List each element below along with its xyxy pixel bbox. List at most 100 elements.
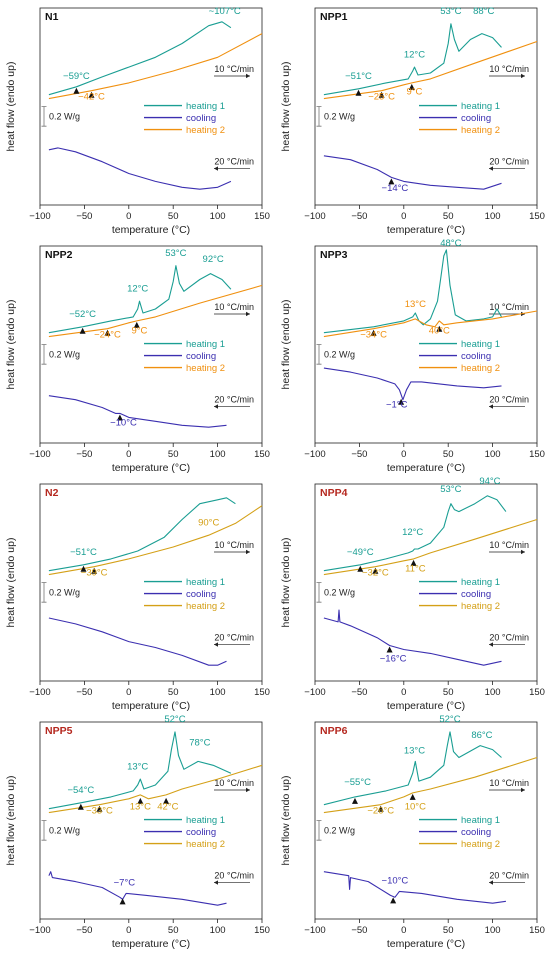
scale-bar: [316, 344, 322, 365]
transition-arrow: [96, 805, 103, 812]
x-tick-label: 50: [168, 211, 179, 222]
scale-bar: [41, 582, 47, 603]
legend-label: cooling: [461, 827, 491, 838]
series-heating-2: [323, 310, 538, 338]
panel-title: NPP6: [320, 725, 348, 737]
x-tick-label: −50: [351, 449, 367, 460]
heating-rate-arrowhead: [246, 73, 250, 79]
heating-rate-label: 10 °C/min: [489, 778, 529, 788]
x-tick-label: 150: [529, 449, 545, 460]
series-heating-1: [48, 21, 232, 96]
dsc-panel-npp6: −100 −50 0 50 100 150 temperature (°C) heat flo…: [275, 714, 550, 952]
transition-arrow: [410, 559, 417, 566]
x-tick-label: 150: [254, 925, 270, 936]
transition-label: 9°C: [131, 326, 147, 337]
plot-frame: [314, 245, 538, 444]
cooling-rate-arrowhead: [214, 166, 218, 171]
x-tick-label: −100: [29, 211, 50, 222]
legend-label: heating 1: [461, 101, 500, 112]
x-tick-label: 100: [210, 687, 226, 698]
legend-label: heating 1: [186, 815, 225, 826]
y-axis-label: heat flow (endo up): [5, 62, 17, 152]
legend-label: cooling: [461, 351, 491, 362]
x-tick-label: −50: [351, 687, 367, 698]
series-cooling: [48, 147, 232, 190]
transition-label: −59°C: [63, 71, 90, 82]
scale-bar-label: 0.2 W/g: [49, 587, 80, 597]
x-tick-label: 150: [529, 687, 545, 698]
transition-label: −7°C: [114, 878, 136, 889]
heating-rate-arrowhead: [521, 73, 525, 79]
x-tick-label: 0: [401, 449, 406, 460]
x-tick-label: −100: [304, 449, 325, 460]
x-tick-label: 0: [126, 687, 131, 698]
transition-label: −39°C: [81, 568, 108, 579]
heating-rate-label: 10 °C/min: [214, 64, 254, 74]
transition-label: 52°C: [439, 714, 460, 725]
x-tick-label: 0: [126, 925, 131, 936]
transition-label: 13°C: [404, 746, 425, 757]
x-tick-label: 100: [210, 211, 226, 222]
transition-label: 86°C: [471, 730, 492, 741]
heating-rate-arrowhead: [246, 549, 250, 555]
transition-label: 40°C: [429, 326, 450, 337]
transition-label: −10°C: [110, 417, 137, 428]
series-cooling: [48, 395, 227, 428]
dsc-panel-npp4: −100 −50 0 50 100 150 temperature (°C) heat flo…: [275, 476, 550, 714]
y-axis-label: heat flow (endo up): [280, 538, 292, 628]
x-tick-label: 50: [168, 449, 179, 460]
dsc-chart: −100 −50 0 50 100 150 temperature (°C) heat flo…: [5, 483, 270, 712]
x-axis-label: temperature (°C): [387, 700, 465, 712]
series-heating-1: [323, 249, 502, 334]
transition-label: 12°C: [402, 527, 423, 538]
transition-label: −34°C: [360, 330, 387, 341]
x-axis-label: temperature (°C): [387, 224, 465, 236]
scale-bar-label: 0.2 W/g: [324, 349, 355, 359]
transition-label: 92°C: [203, 254, 224, 265]
x-tick-label: 100: [485, 687, 501, 698]
panel-title: N1: [45, 11, 59, 23]
transition-label: −42°C: [78, 92, 105, 103]
series-heating-2: [48, 505, 263, 576]
cooling-rate-label: 20 °C/min: [214, 871, 254, 881]
legend-label: heating 2: [186, 363, 225, 374]
cooling-rate-label: 20 °C/min: [489, 871, 529, 881]
dsc-chart: −100 −50 0 50 100 150 temperature (°C) heat flo…: [280, 714, 545, 950]
dsc-chart: −100 −50 0 50 100 150 temperature (°C) heat flo…: [280, 6, 545, 236]
heating-rate-label: 10 °C/min: [214, 778, 254, 788]
heating-rate-label: 10 °C/min: [489, 64, 529, 74]
cooling-rate-arrowhead: [214, 404, 218, 409]
series-cooling: [323, 871, 506, 904]
x-tick-label: 0: [401, 687, 406, 698]
x-tick-label: 50: [443, 211, 454, 222]
x-tick-label: 100: [485, 925, 501, 936]
x-tick-label: −100: [29, 449, 50, 460]
x-tick-label: −50: [351, 211, 367, 222]
x-tick-label: 100: [210, 449, 226, 460]
transition-arrow: [163, 797, 170, 804]
series-heating-2: [323, 40, 538, 100]
legend-label: heating 2: [186, 839, 225, 850]
transition-label: −14°C: [382, 183, 409, 194]
plot-frame: [39, 483, 263, 682]
x-tick-label: 50: [443, 925, 454, 936]
heating-rate-label: 10 °C/min: [214, 302, 254, 312]
transition-label: ~107°C: [209, 6, 241, 17]
series-cooling: [323, 609, 502, 666]
transition-arrow: [378, 91, 385, 98]
cooling-rate-arrowhead: [489, 642, 493, 647]
cooling-rate-arrowhead: [214, 642, 218, 647]
scale-bar-label: 0.2 W/g: [324, 825, 355, 835]
transition-label: −49°C: [347, 547, 374, 558]
series-cooling: [323, 367, 502, 401]
x-axis-label: temperature (°C): [387, 938, 465, 950]
transition-label: 13°C: [127, 761, 148, 772]
transition-label: 13°C: [405, 299, 426, 310]
legend-label: heating 1: [186, 577, 225, 588]
transition-arrow: [80, 565, 87, 572]
transition-label: 53°C: [440, 484, 461, 495]
transition-label: −16°C: [380, 653, 407, 664]
transition-label: 53°C: [165, 248, 186, 259]
scale-bar-label: 0.2 W/g: [49, 349, 80, 359]
scale-bar-label: 0.2 W/g: [49, 825, 80, 835]
